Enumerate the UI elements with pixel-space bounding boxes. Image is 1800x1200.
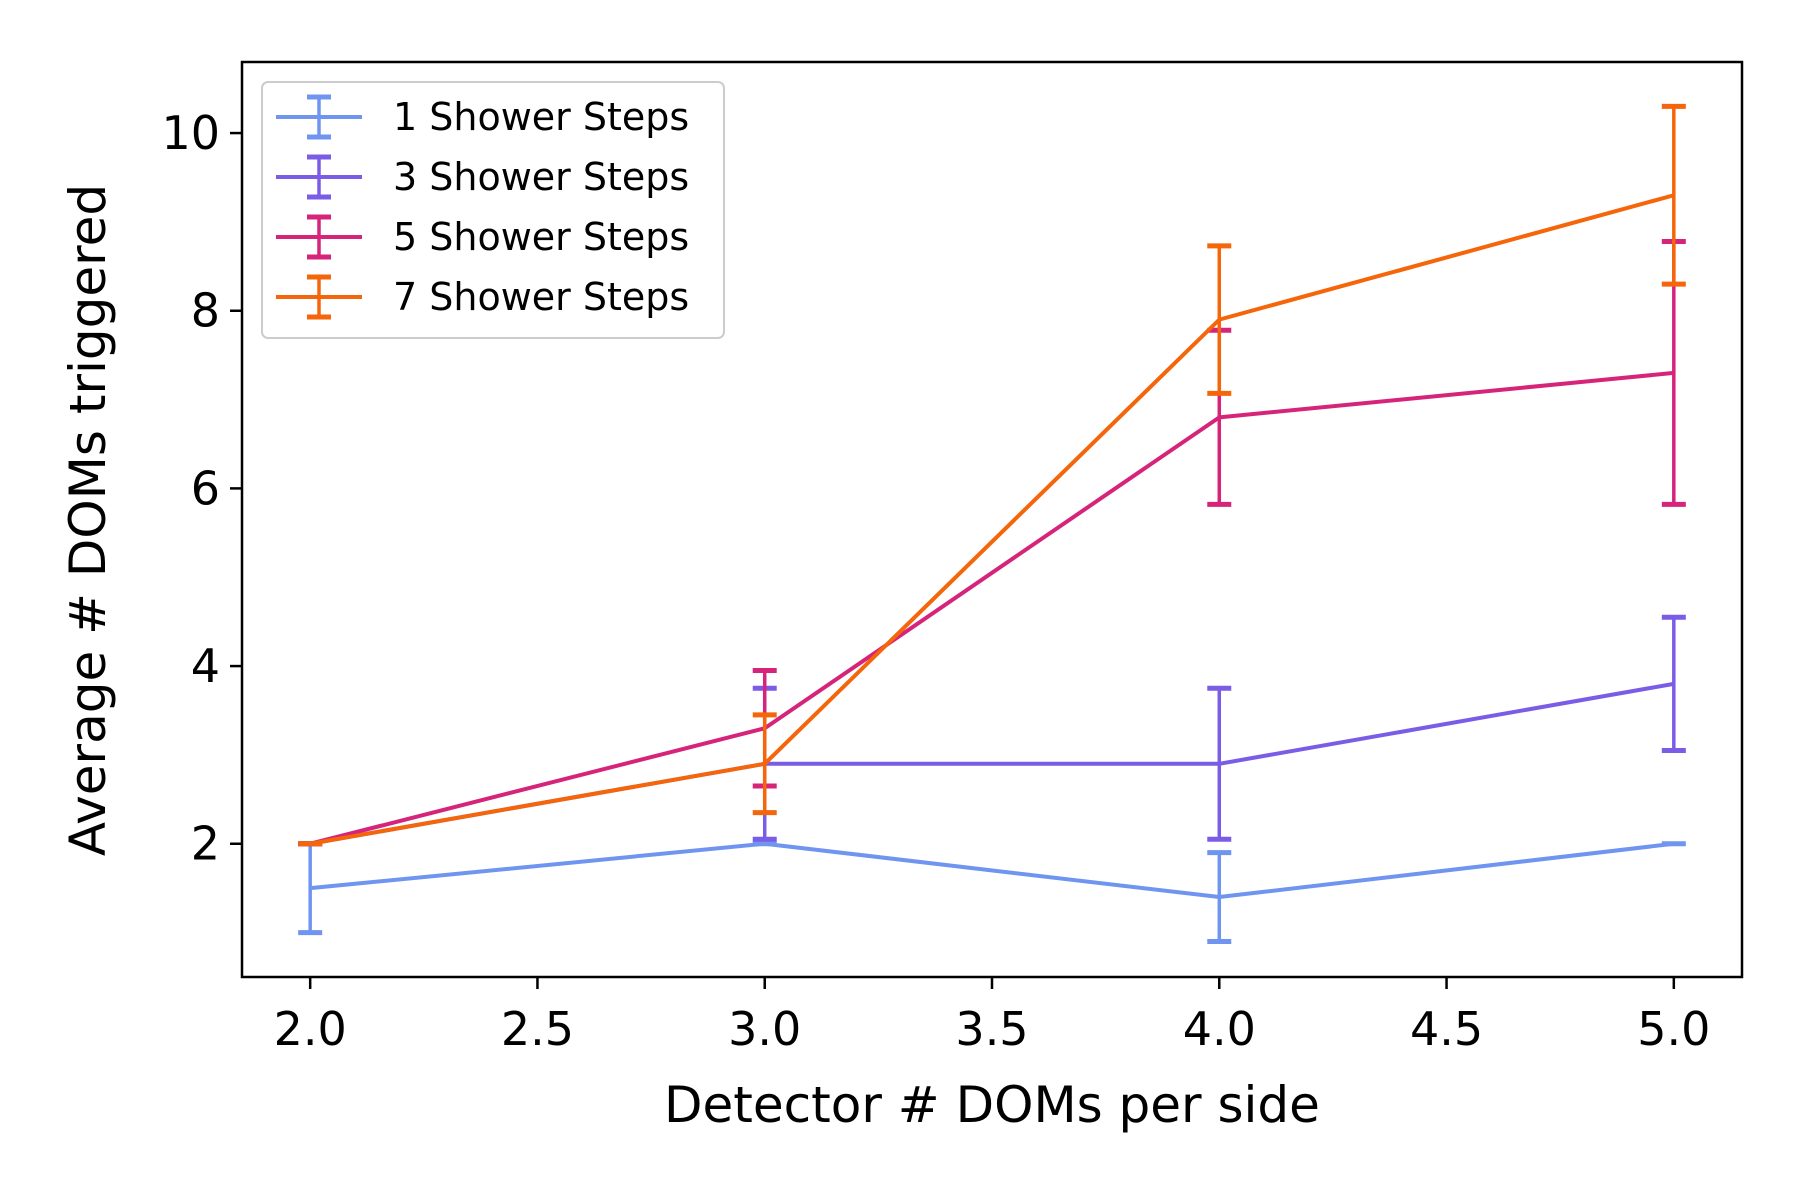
y-tick-label: 2 xyxy=(191,817,220,871)
x-tick-label: 3.0 xyxy=(728,1002,801,1056)
x-tick-label: 5.0 xyxy=(1637,1002,1710,1056)
series-layer xyxy=(298,103,1686,944)
legend-item: 3 Shower Steps xyxy=(276,154,689,200)
x-tick-label: 4.0 xyxy=(1183,1002,1256,1056)
legend-frame xyxy=(261,81,725,339)
legend-item: 1 Shower Steps xyxy=(276,94,689,140)
x-axis-label: Detector # DOMs per side xyxy=(664,1076,1320,1134)
y-axis-label: Average # DOMs triggered xyxy=(59,184,117,856)
legend-label: 5 Shower Steps xyxy=(393,215,689,259)
x-tick-label: 4.5 xyxy=(1410,1002,1483,1056)
x-axis: 2.0 2.5 3.0 3.5 4.0 4.5 5.0 xyxy=(274,977,1710,1056)
y-tick-label: 8 xyxy=(191,284,220,338)
x-tick-label: 3.5 xyxy=(955,1002,1028,1056)
series-line xyxy=(309,370,1675,846)
series-line xyxy=(309,841,1675,900)
legend: 1 Shower Steps 3 Shower Steps 5 Shower Ste… xyxy=(261,81,725,339)
y-tick-label: 4 xyxy=(191,639,220,693)
legend-item: 7 Shower Steps xyxy=(276,274,689,320)
y-tick-label: 6 xyxy=(191,461,220,515)
x-tick-label: 2.0 xyxy=(274,1002,347,1056)
series-4 xyxy=(298,103,1686,847)
y-tick-label: 10 xyxy=(161,106,220,160)
x-tick-label: 2.5 xyxy=(501,1002,574,1056)
y-axis: 2 4 6 8 10 xyxy=(161,106,242,871)
legend-label: 1 Shower Steps xyxy=(393,95,689,139)
legend-label: 3 Shower Steps xyxy=(393,155,689,199)
legend-label: 7 Shower Steps xyxy=(393,275,689,319)
series-line xyxy=(309,193,1675,846)
legend-item: 5 Shower Steps xyxy=(276,214,689,260)
